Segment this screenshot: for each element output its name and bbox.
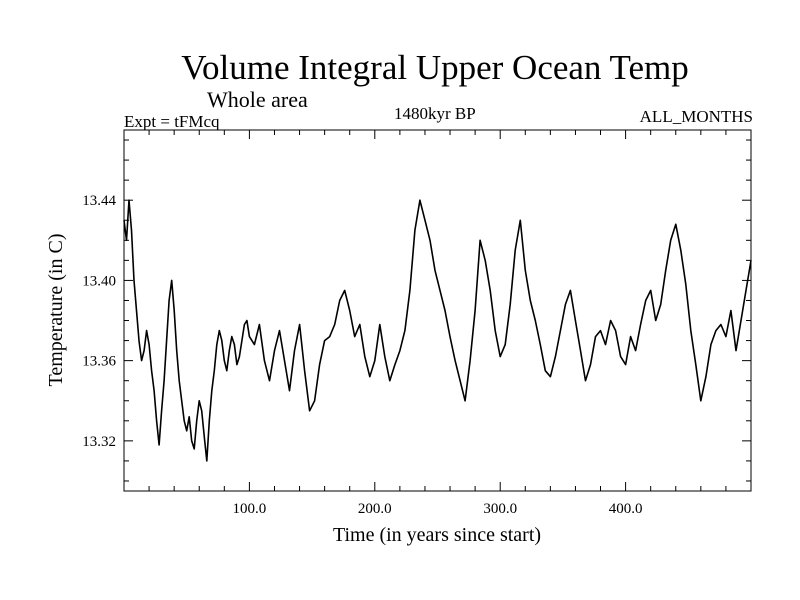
series-layer — [123, 199, 752, 462]
x-tick-label: 400.0 — [609, 501, 643, 517]
x-tick-label: 300.0 — [483, 501, 517, 517]
x-axis-label: Time (in years since start) — [333, 524, 541, 546]
y-axis-label: Temperature (in C) — [45, 234, 67, 387]
y-tick-label: 13.36 — [82, 354, 116, 370]
experiment-label: Expt = tFMcq — [124, 112, 220, 131]
series-line — [123, 199, 752, 462]
x-axis: 100.0 200.0 300.0 400.0 — [148, 130, 727, 517]
period-label: 1480kyr BP — [394, 104, 476, 123]
months-label: ALL_MONTHS — [639, 107, 753, 126]
chart-subtitle: Whole area — [207, 87, 308, 112]
y-tick-label: 13.32 — [82, 434, 116, 450]
y-tick-label: 13.44 — [82, 193, 116, 209]
y-tick-label: 13.40 — [82, 273, 116, 289]
x-tick-label: 200.0 — [358, 501, 392, 517]
plot-frame — [123, 129, 752, 492]
x-tick-label: 100.0 — [233, 501, 267, 517]
y-axis: 13.32 13.36 13.40 13.44 — [82, 139, 751, 482]
chart-title: Volume Integral Upper Ocean Temp — [181, 48, 689, 87]
